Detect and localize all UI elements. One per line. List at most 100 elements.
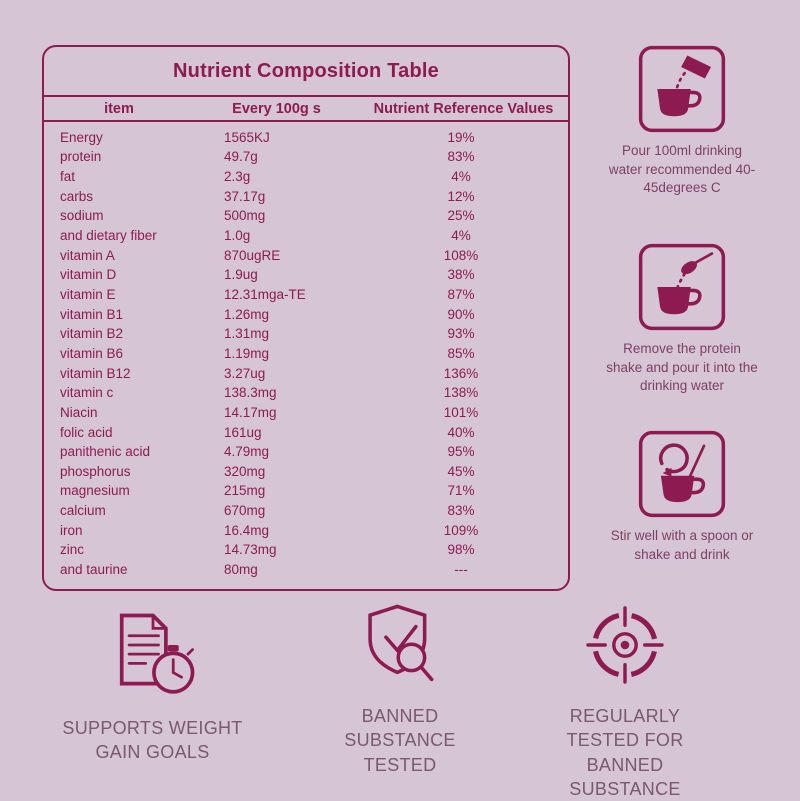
cell-nrv: 90% <box>447 306 475 322</box>
cell-nrv: 83% <box>447 149 475 165</box>
cell-nrv: 19% <box>447 129 475 145</box>
cell-nrv: 138% <box>443 385 479 401</box>
table-row: magnesium 215mg 71% <box>44 483 568 498</box>
cell-item: vitamin E <box>60 286 116 302</box>
cell-amount: 16.4mg <box>224 522 270 538</box>
table-row: zinc 14.73mg 98% <box>44 542 568 557</box>
cell-amount: 161ug <box>224 424 262 440</box>
cell-item: folic acid <box>60 424 113 440</box>
cell-amount: 49.7g <box>224 149 258 165</box>
table-title: Nutrient Composition Table <box>173 59 439 82</box>
cell-amount: 1565KJ <box>224 129 270 145</box>
table-row: fat 2.3g 4% <box>44 169 568 184</box>
table-row: vitamin B1 1.26mg 90% <box>44 307 568 322</box>
cell-nrv: 109% <box>443 522 479 538</box>
cell-amount: 1.26mg <box>224 306 270 322</box>
pour-water-cup-icon <box>638 45 726 133</box>
cell-item: Energy <box>60 129 103 145</box>
cell-item: vitamin c <box>60 385 114 401</box>
table-row: panithenic acid 4.79mg 95% <box>44 444 568 459</box>
cell-nrv: 38% <box>447 267 475 283</box>
table-row: carbs 37.17g 12% <box>44 189 568 204</box>
cell-amount: 2.3g <box>224 168 251 184</box>
cell-amount: 870ugRE <box>224 247 281 263</box>
table-row: vitamin A 870ugRE 108% <box>44 248 568 263</box>
cell-item: vitamin B1 <box>60 306 124 322</box>
cell-amount: 14.73mg <box>224 542 277 558</box>
cell-amount: 500mg <box>224 208 266 224</box>
badge-regularly-tested: REGULARLY TESTED FOR BANNED SUBSTANCE <box>532 602 718 801</box>
cell-nrv: --- <box>454 562 468 578</box>
cell-amount: 320mg <box>224 463 266 479</box>
cell-amount: 4.79mg <box>224 444 270 460</box>
cell-amount: 1.31mg <box>224 326 270 342</box>
header-amount: Every 100g s <box>232 100 321 117</box>
cell-item: zinc <box>60 542 85 558</box>
stir-cup-icon <box>638 430 726 518</box>
cell-item: fat <box>60 168 76 184</box>
table-row: vitamin B12 3.27ug 136% <box>44 366 568 381</box>
preparation-instructions: Pour 100ml drinking water recommended 40… <box>602 0 762 600</box>
header-nrv: Nutrient Reference Values <box>373 100 554 117</box>
cell-item: and taurine <box>60 562 128 578</box>
cell-nrv: 40% <box>447 424 475 440</box>
table-row: vitamin E 12.31mga-TE 87% <box>44 287 568 302</box>
cell-item: vitamin B2 <box>60 326 124 342</box>
cell-item: protein <box>60 149 102 165</box>
cell-item: and dietary fiber <box>60 227 157 243</box>
cell-item: vitamin D <box>60 267 117 283</box>
instruction-step-1: Pour 100ml drinking water recommended 40… <box>602 45 762 198</box>
badge-banned-substance-tested: BANNED SUBSTANCE TESTED <box>335 598 465 777</box>
table-row: iron 16.4mg 109% <box>44 523 568 538</box>
cell-item: carbs <box>60 188 94 204</box>
table-body: Energy 1565KJ 19% protein 49.7g 83% fat 2.3g 4% c… <box>44 122 568 589</box>
cell-amount: 138.3mg <box>224 385 277 401</box>
table-row: sodium 500mg 25% <box>44 208 568 223</box>
table-row: Niacin 14.17mg 101% <box>44 405 568 420</box>
table-header: item Every 100g s Nutrient Reference Val… <box>44 95 568 122</box>
cell-nrv: 101% <box>443 404 479 420</box>
cell-nrv: 71% <box>447 483 475 499</box>
table-row: and taurine 80mg --- <box>44 562 568 577</box>
cell-amount: 14.17mg <box>224 404 277 420</box>
cell-nrv: 83% <box>447 503 475 519</box>
cell-amount: 215mg <box>224 483 266 499</box>
cell-amount: 80mg <box>224 562 258 578</box>
cell-amount: 1.19mg <box>224 345 270 361</box>
header-item: item <box>104 100 134 117</box>
cell-amount: 12.31mga-TE <box>224 286 306 302</box>
shield-check-magnifier-icon <box>368 604 434 682</box>
instruction-text-2: Remove the protein shake and pour it int… <box>606 341 758 394</box>
table-row: Energy 1565KJ 19% <box>44 130 568 145</box>
cell-item: iron <box>60 522 83 538</box>
badge-label-banned-tested: BANNED SUBSTANCE TESTED <box>344 706 456 775</box>
badge-weight-gain: SUPPORTS WEIGHT GAIN GOALS <box>55 610 250 765</box>
cell-item: vitamin B6 <box>60 345 124 361</box>
table-row: phosphorus 320mg 45% <box>44 464 568 479</box>
table-row: folic acid 161ug 40% <box>44 425 568 440</box>
table-row: vitamin c 138.3mg 138% <box>44 385 568 400</box>
cell-nrv: 98% <box>447 542 475 558</box>
cell-nrv: 12% <box>447 188 475 204</box>
cell-nrv: 45% <box>447 463 475 479</box>
cell-amount: 1.0g <box>224 227 251 243</box>
cell-item: calcium <box>60 503 106 519</box>
cell-item: Niacin <box>60 404 98 420</box>
cell-nrv: 85% <box>447 345 475 361</box>
cell-nrv: 95% <box>447 444 475 460</box>
cell-nrv: 4% <box>451 168 471 184</box>
cell-item: panithenic acid <box>60 444 151 460</box>
table-row: vitamin B6 1.19mg 85% <box>44 346 568 361</box>
cell-nrv: 25% <box>447 208 475 224</box>
table-row: vitamin D 1.9ug 38% <box>44 267 568 282</box>
cell-amount: 3.27ug <box>224 365 266 381</box>
cell-item: vitamin B12 <box>60 365 131 381</box>
cell-amount: 1.9ug <box>224 267 258 283</box>
cell-nrv: 93% <box>447 326 475 342</box>
cell-item: vitamin A <box>60 247 115 263</box>
cell-amount: 37.17g <box>224 188 266 204</box>
spoon-powder-cup-icon <box>638 243 726 331</box>
document-stopwatch-icon <box>119 613 194 694</box>
cell-item: magnesium <box>60 483 130 499</box>
